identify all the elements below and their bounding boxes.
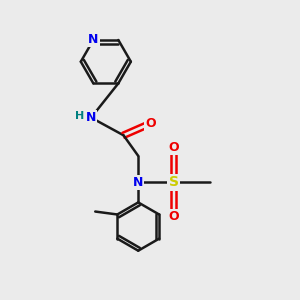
Text: H: H	[75, 111, 85, 121]
Text: N: N	[88, 34, 98, 46]
Text: N: N	[133, 176, 143, 189]
Text: O: O	[168, 210, 179, 223]
Text: S: S	[169, 176, 178, 189]
Text: N: N	[86, 111, 96, 124]
Text: O: O	[145, 117, 156, 130]
Text: O: O	[168, 141, 179, 154]
